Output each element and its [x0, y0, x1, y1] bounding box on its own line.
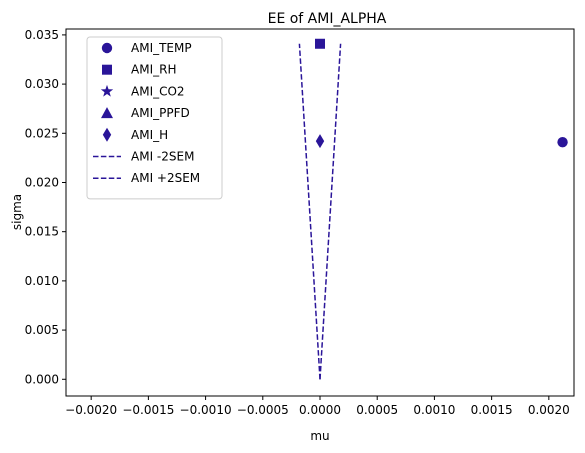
y-tick-label: 0.005 [25, 323, 59, 337]
y-tick-label: 0.025 [25, 126, 59, 140]
x-axis-label: mu [310, 429, 329, 443]
y-tick-label: 0.000 [25, 372, 59, 386]
legend-marker [102, 127, 112, 142]
legend-marker [101, 107, 113, 119]
x-tick-label: 0.0015 [471, 403, 513, 417]
legend-label: AMI_H [131, 128, 168, 142]
y-tick-label: 0.030 [25, 77, 59, 91]
legend-label: AMI -2SEM [131, 150, 194, 164]
plot-area [298, 38, 568, 380]
legend-label: AMI_TEMP [131, 41, 192, 55]
legend-marker [102, 64, 112, 75]
y-axis-label: sigma [10, 194, 24, 230]
x-tick-label: −0.0020 [65, 403, 117, 417]
y-tick-label: 0.010 [25, 274, 59, 288]
legend-label: AMI +2SEM [131, 171, 200, 185]
x-tick-label: −0.0010 [180, 403, 232, 417]
x-tick-label: 0.0005 [356, 403, 398, 417]
x-tick-label: 0.0010 [413, 403, 455, 417]
x-tick-label: 0.0000 [299, 403, 341, 417]
legend-box [86, 36, 223, 200]
sem-line [298, 43, 321, 380]
y-tick-label: 0.020 [25, 175, 59, 189]
legend-label: AMI_RH [131, 63, 176, 77]
legend-label: AMI_CO2 [131, 84, 185, 98]
data-point [315, 134, 325, 149]
x-tick-label: 0.0020 [528, 403, 570, 417]
chart-title: EE of AMI_ALPHA [268, 11, 387, 27]
legend-label: AMI_PPFD [131, 106, 190, 120]
data-point [557, 136, 568, 148]
sem-line [319, 43, 342, 380]
legend-marker [101, 42, 113, 54]
legend: AMI_TEMP AMI_RH AMI_CO2 AMI_PPFD AMI_H AMI -2… [86, 36, 223, 200]
legend-marker [100, 84, 114, 97]
data-point [315, 38, 325, 49]
y-tick-label: 0.015 [25, 225, 59, 239]
x-tick-label: −0.0015 [122, 403, 174, 417]
x-tick-label: −0.0005 [237, 403, 289, 417]
y-tick-label: 0.035 [25, 28, 59, 42]
